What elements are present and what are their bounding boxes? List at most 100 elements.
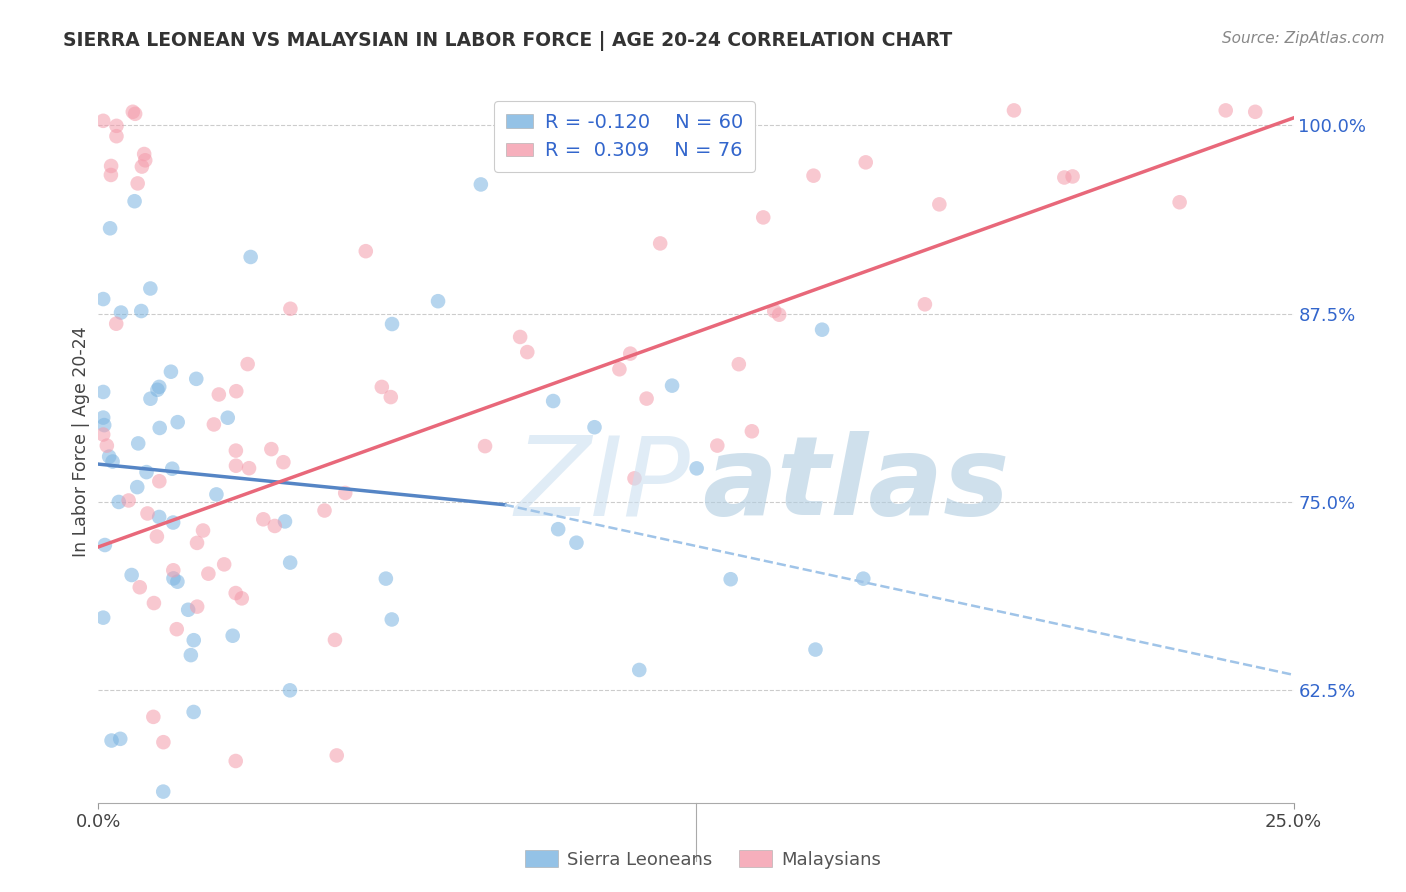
- Point: [236, 357, 259, 371]
- Point: [225, 754, 247, 768]
- Point: [91, 427, 114, 442]
- Point: [162, 516, 184, 530]
- Point: [105, 317, 128, 331]
- Point: [1244, 104, 1267, 119]
- Point: [583, 420, 606, 434]
- Point: [142, 596, 165, 610]
- Point: [741, 425, 763, 439]
- Point: [100, 159, 122, 173]
- Point: [148, 475, 170, 489]
- Point: [96, 439, 118, 453]
- Point: [381, 612, 404, 626]
- Point: [217, 410, 239, 425]
- Point: [374, 572, 396, 586]
- Text: Source: ZipAtlas.com: Source: ZipAtlas.com: [1222, 31, 1385, 46]
- Point: [121, 568, 143, 582]
- Point: [1168, 195, 1191, 210]
- Point: [91, 113, 114, 128]
- Point: [1215, 103, 1237, 118]
- Point: [183, 705, 205, 719]
- Point: [804, 642, 827, 657]
- Point: [98, 450, 121, 464]
- Point: [98, 221, 121, 235]
- Point: [186, 372, 208, 386]
- Point: [191, 524, 214, 538]
- Point: [183, 633, 205, 648]
- Point: [623, 471, 645, 485]
- Point: [139, 392, 162, 406]
- Point: [177, 603, 200, 617]
- Point: [128, 580, 150, 594]
- Point: [121, 104, 143, 119]
- Point: [354, 244, 377, 259]
- Point: [180, 648, 202, 662]
- Point: [166, 574, 188, 589]
- Point: [124, 194, 146, 209]
- Point: [661, 378, 683, 392]
- Point: [135, 465, 157, 479]
- Point: [221, 629, 243, 643]
- Point: [263, 519, 285, 533]
- Point: [149, 421, 172, 435]
- Point: [565, 535, 588, 549]
- Point: [105, 129, 128, 144]
- Point: [427, 294, 450, 309]
- Point: [238, 461, 260, 475]
- Point: [208, 387, 231, 401]
- Point: [152, 735, 174, 749]
- Point: [197, 566, 219, 581]
- Text: ZIP: ZIP: [515, 432, 690, 539]
- Point: [470, 178, 492, 192]
- Point: [547, 522, 569, 536]
- Point: [231, 591, 253, 606]
- Point: [752, 211, 775, 225]
- Point: [280, 301, 302, 316]
- Point: [162, 563, 184, 577]
- Point: [100, 168, 122, 182]
- Point: [335, 486, 357, 500]
- Point: [768, 308, 790, 322]
- Point: [148, 510, 170, 524]
- Point: [326, 748, 349, 763]
- Point: [323, 632, 346, 647]
- Point: [225, 586, 247, 600]
- Legend: Sierra Leoneans, Malaysians: Sierra Leoneans, Malaysians: [519, 843, 887, 876]
- Y-axis label: In Labor Force | Age 20-24: In Labor Force | Age 20-24: [72, 326, 90, 557]
- Point: [186, 599, 208, 614]
- Point: [650, 236, 672, 251]
- Point: [720, 572, 742, 586]
- Point: [129, 304, 152, 318]
- Point: [636, 392, 658, 406]
- Point: [278, 683, 301, 698]
- Point: [166, 622, 188, 636]
- Point: [1053, 170, 1076, 185]
- Point: [855, 155, 877, 169]
- Point: [225, 384, 247, 399]
- Point: [127, 480, 149, 494]
- Point: [225, 458, 247, 473]
- Point: [763, 304, 786, 318]
- Point: [628, 663, 651, 677]
- Text: atlas: atlas: [702, 432, 1010, 539]
- Point: [91, 610, 114, 624]
- Point: [110, 731, 132, 746]
- Point: [852, 572, 875, 586]
- Point: [107, 495, 129, 509]
- Point: [252, 512, 274, 526]
- Point: [803, 169, 825, 183]
- Point: [1062, 169, 1084, 184]
- Point: [928, 197, 950, 211]
- Point: [105, 119, 128, 133]
- Point: [474, 439, 496, 453]
- Point: [136, 507, 159, 521]
- Point: [127, 177, 149, 191]
- Point: [124, 107, 146, 121]
- Point: [101, 454, 124, 468]
- Point: [131, 160, 153, 174]
- Point: [166, 415, 188, 429]
- Text: SIERRA LEONEAN VS MALAYSIAN IN LABOR FORCE | AGE 20-24 CORRELATION CHART: SIERRA LEONEAN VS MALAYSIAN IN LABOR FOR…: [63, 31, 952, 51]
- Point: [727, 357, 749, 371]
- Point: [706, 439, 728, 453]
- Point: [160, 461, 183, 475]
- Point: [127, 436, 149, 450]
